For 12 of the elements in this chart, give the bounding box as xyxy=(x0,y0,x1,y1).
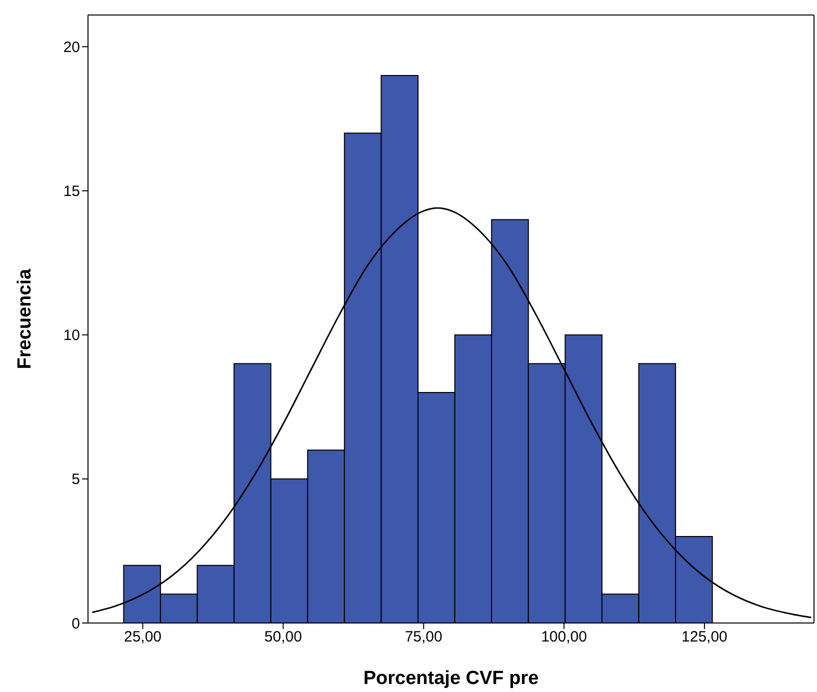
x-tick-label: 50,00 xyxy=(264,628,302,646)
x-tick-label: 100,00 xyxy=(541,628,587,646)
x-axis-title: Porcentaje CVF pre xyxy=(363,668,539,689)
x-tick-label: 75,00 xyxy=(404,628,442,646)
y-tick-label: 0 xyxy=(72,615,80,632)
y-tick-label: 10 xyxy=(63,327,80,344)
y-tick-label: 15 xyxy=(63,183,80,200)
y-tick-label: 5 xyxy=(72,471,80,488)
x-tick-label: 25,00 xyxy=(124,628,162,646)
y-tick-label: 20 xyxy=(63,39,80,56)
y-axis-title: Frecuencia xyxy=(14,268,36,370)
x-tick-label: 125,00 xyxy=(682,628,728,646)
